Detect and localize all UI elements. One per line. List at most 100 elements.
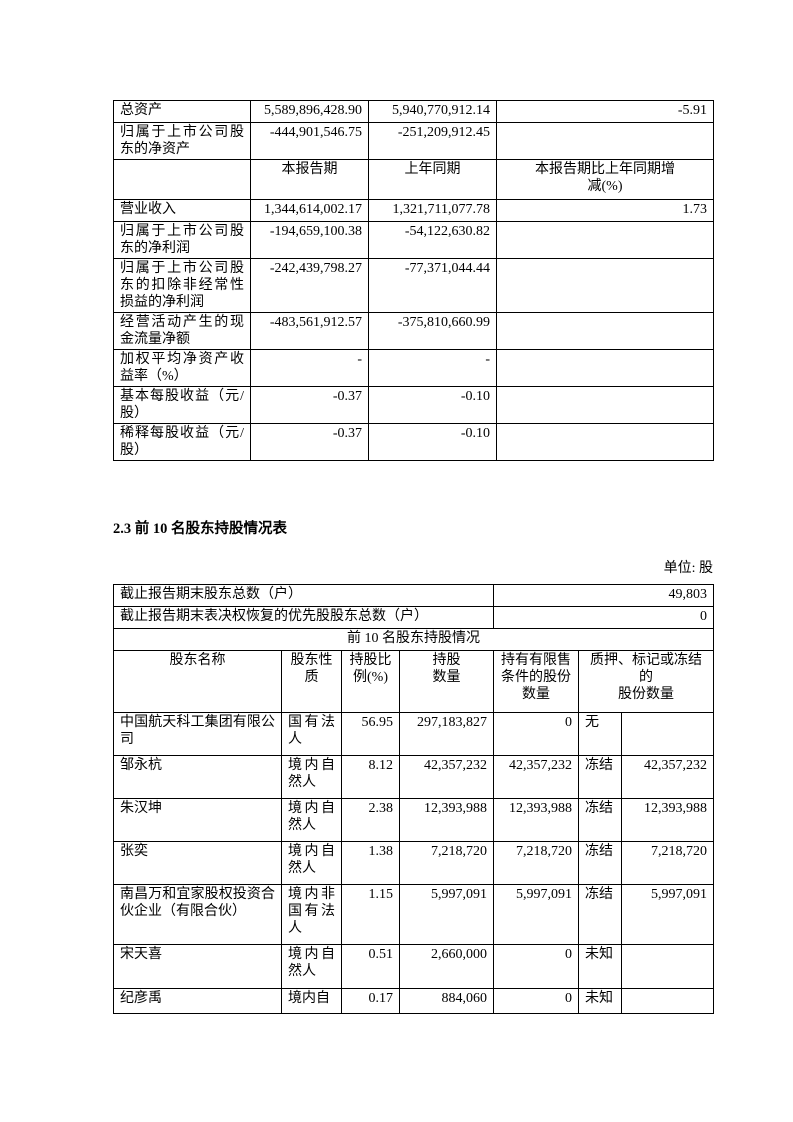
empty-header-cell — [113, 159, 251, 200]
shareholder-nature: 国有法人 — [281, 712, 342, 756]
shareholder-row: 纪彦禹 境内自 0.17 884,060 0 未知 — [113, 988, 715, 1014]
shareholder-restricted: 7,218,720 — [493, 841, 579, 885]
shareholder-shares: 5,997,091 — [399, 884, 494, 945]
total-holders-row: 截止报告期末股东总数（户） 49,803 — [113, 584, 715, 607]
shareholder-restricted: 0 — [493, 712, 579, 756]
metric-prior-value: -375,810,660.99 — [368, 312, 497, 350]
shareholder-nature: 境内自然人 — [281, 944, 342, 989]
pledge-status: 冻结 — [578, 884, 622, 945]
shareholder-ratio: 0.51 — [341, 944, 400, 989]
preferred-holders-row: 截止报告期末表决权恢复的优先股股东总数（户） 0 — [113, 606, 715, 629]
table-row: 总资产 5,589,896,428.90 5,940,770,912.14 -5… — [113, 100, 714, 123]
subtable-title: 前 10 名股东持股情况 — [112, 628, 715, 651]
metric-current-value: -0.37 — [250, 386, 369, 424]
metric-label: 归属于上市公司股东的扣除非经常性损益的净利润 — [113, 258, 251, 313]
shareholder-shares: 7,218,720 — [399, 841, 494, 885]
metric-current-value: 1,344,614,002.17 — [250, 199, 369, 222]
shareholder-ratio: 8.12 — [341, 755, 400, 799]
metric-change-value: -5.91 — [496, 100, 714, 123]
shareholder-name: 宋天喜 — [113, 944, 282, 989]
pledge-status: 冻结 — [578, 841, 622, 885]
metric-current-value: 5,589,896,428.90 — [250, 100, 369, 123]
shareholder-restricted: 0 — [493, 944, 579, 989]
shares-column-header: 持股 数量 — [399, 650, 494, 713]
total-holders-label: 截止报告期末股东总数（户） — [113, 584, 494, 607]
shareholder-shares: 12,393,988 — [399, 798, 494, 842]
column-header-row: 股东名称 股东性 质 持股比 例(%) 持股 数量 持有有限售 条件的股份 数量… — [113, 650, 715, 713]
table-row: 稀释每股收益（元/股） -0.37 -0.10 — [113, 423, 714, 461]
shareholder-ratio: 1.38 — [341, 841, 400, 885]
pledge-amount: 12,393,988 — [620, 798, 715, 842]
shareholder-name: 南昌万和宜家股权投资合伙企业（有限合伙） — [113, 884, 282, 945]
pledge-amount: 5,997,091 — [620, 884, 715, 945]
current-period-header: 本报告期 — [250, 159, 369, 200]
pledge-status: 未知 — [578, 988, 622, 1014]
shareholder-row: 宋天喜 境内自然人 0.51 2,660,000 0 未知 — [113, 944, 715, 989]
preferred-holders-value: 0 — [492, 606, 715, 629]
metric-current-value: - — [250, 349, 369, 387]
table-row: 归属于上市公司股东的扣除非经常性损益的净利润 -242,439,798.27 -… — [113, 258, 714, 313]
metric-prior-value: -77,371,044.44 — [368, 258, 497, 313]
pledge-status: 冻结 — [578, 755, 622, 799]
metric-change-value — [496, 258, 714, 313]
metric-prior-value: 1,321,711,077.78 — [368, 199, 497, 222]
metric-current-value: -194,659,100.38 — [250, 221, 369, 259]
shareholders-table: 截止报告期末股东总数（户） 49,803 截止报告期末表决权恢复的优先股股东总数… — [112, 584, 715, 1014]
metric-change-value — [496, 312, 714, 350]
shareholder-name: 中国航天科工集团有限公司 — [113, 712, 282, 756]
pledge-amount: 7,218,720 — [620, 841, 715, 885]
metric-prior-value: 5,940,770,912.14 — [368, 100, 497, 123]
metric-label: 加权平均净资产收益率（%） — [113, 349, 251, 387]
table-row: 基本每股收益（元/股） -0.37 -0.10 — [113, 386, 714, 424]
preferred-holders-label: 截止报告期末表决权恢复的优先股股东总数（户） — [113, 606, 494, 629]
pledge-status: 无 — [578, 712, 622, 756]
shareholder-restricted: 0 — [493, 988, 579, 1014]
metric-label: 归属于上市公司股东的净利润 — [113, 221, 251, 259]
pledge-status: 冻结 — [578, 798, 622, 842]
metric-label: 归属于上市公司股东的净资产 — [113, 122, 251, 160]
nature-column-header: 股东性 质 — [281, 650, 342, 713]
metric-change-value — [496, 423, 714, 461]
shareholder-row: 朱汉坤 境内自然人 2.38 12,393,988 12,393,988 冻结 … — [113, 798, 715, 842]
metric-label: 经营活动产生的现金流量净额 — [113, 312, 251, 350]
pledge-amount — [620, 712, 715, 756]
name-column-header: 股东名称 — [113, 650, 282, 713]
metric-label: 总资产 — [113, 100, 251, 123]
metric-prior-value: -54,122,630.82 — [368, 221, 497, 259]
shareholder-shares: 297,183,827 — [399, 712, 494, 756]
shareholder-nature: 境内自然人 — [281, 841, 342, 885]
shareholder-restricted: 12,393,988 — [493, 798, 579, 842]
ratio-column-header: 持股比 例(%) — [341, 650, 400, 713]
table-row: 经营活动产生的现金流量净额 -483,561,912.57 -375,810,6… — [113, 312, 714, 350]
shareholder-nature: 境内非国有法人 — [281, 884, 342, 945]
pledge-status: 未知 — [578, 944, 622, 989]
restricted-column-header: 持有有限售 条件的股份 数量 — [493, 650, 579, 713]
metric-label: 营业收入 — [113, 199, 251, 222]
metric-label: 稀释每股收益（元/股） — [113, 423, 251, 461]
pledge-amount: 42,357,232 — [620, 755, 715, 799]
shareholder-row: 邹永杭 境内自然人 8.12 42,357,232 42,357,232 冻结 … — [113, 755, 715, 799]
pledge-amount — [620, 944, 715, 989]
section-heading: 2.3 前 10 名股东持股情况表 — [113, 521, 287, 537]
shareholder-shares: 2,660,000 — [399, 944, 494, 989]
financial-summary-table: 总资产 5,589,896,428.90 5,940,770,912.14 -5… — [113, 100, 714, 461]
shareholder-ratio: 1.15 — [341, 884, 400, 945]
shareholder-restricted: 42,357,232 — [493, 755, 579, 799]
metric-current-value: -483,561,912.57 — [250, 312, 369, 350]
shareholder-row: 张奕 境内自然人 1.38 7,218,720 7,218,720 冻结 7,2… — [113, 841, 715, 885]
change-header: 本报告期比上年同期增 减(%) — [496, 159, 714, 200]
metric-change-value — [496, 349, 714, 387]
table-row: 营业收入 1,344,614,002.17 1,321,711,077.78 1… — [113, 199, 714, 222]
shareholder-ratio: 0.17 — [341, 988, 400, 1014]
metric-current-value: -444,901,546.75 — [250, 122, 369, 160]
metric-change-value — [496, 122, 714, 160]
shareholder-name: 朱汉坤 — [113, 798, 282, 842]
total-holders-value: 49,803 — [492, 584, 715, 607]
shareholder-nature: 境内自 — [281, 988, 342, 1014]
metric-change-value — [496, 221, 714, 259]
metric-change-value — [496, 386, 714, 424]
shareholder-row: 南昌万和宜家股权投资合伙企业（有限合伙） 境内非国有法人 1.15 5,997,… — [113, 884, 715, 945]
shareholder-shares: 42,357,232 — [399, 755, 494, 799]
metric-label: 基本每股收益（元/股） — [113, 386, 251, 424]
